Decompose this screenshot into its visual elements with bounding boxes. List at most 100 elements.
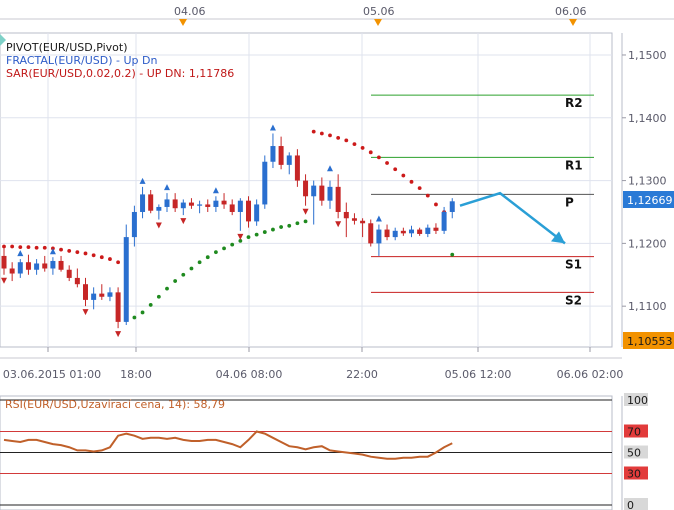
date-marker-icon[interactable]: [569, 19, 577, 26]
time-tick-label: 18:00: [120, 368, 152, 381]
candle-body: [343, 211, 349, 219]
price-tick-label: 1,1200: [628, 237, 667, 250]
price-tick-label: 1,1400: [628, 112, 667, 125]
candle-body: [303, 180, 309, 197]
pivot-label: S2: [565, 293, 582, 307]
candle-body: [50, 260, 56, 269]
fractal-up-icon: [327, 165, 333, 172]
current-price-label: 1,12669: [627, 194, 673, 207]
pivot-label: S1: [565, 258, 582, 272]
candle-body: [409, 229, 414, 234]
date-marker-icon[interactable]: [179, 19, 187, 26]
candle-body: [58, 260, 64, 270]
sar-up-dot: [450, 252, 455, 257]
fractal-up-icon: [269, 124, 276, 131]
candles: [1, 133, 455, 329]
fractal-up-icon: [49, 248, 56, 255]
sar-dn-dot: [26, 245, 31, 250]
fractal-dn-icon: [1, 277, 7, 284]
candle-body: [327, 186, 333, 201]
candle-body: [66, 269, 72, 278]
rsi-axis-box: [624, 466, 648, 480]
sar-dn-dot: [99, 255, 104, 260]
sar-up-dot: [156, 294, 161, 299]
sar-dn-dot: [91, 253, 96, 258]
fractal-dn-icon: [302, 208, 309, 215]
sar-dn-dot: [319, 131, 324, 136]
candle-body: [392, 230, 398, 238]
price-tick-label: 1,1300: [628, 175, 667, 188]
forecast-line: [459, 191, 566, 245]
rsi-legend: RSI(EUR/USD,Uzavírací cena, 14): 58,79: [5, 398, 225, 411]
candle-body: [335, 186, 341, 212]
time-tick-label: 03.06.2015 01:00: [3, 368, 101, 381]
candle-body: [262, 161, 268, 205]
top-date-label: 05.06: [363, 5, 395, 18]
price-grid: [0, 33, 612, 347]
candle-body: [131, 211, 137, 238]
candle-body: [42, 263, 48, 269]
top-date-strip: 04.06 05.06 06.06: [0, 5, 674, 26]
sar-dn-dot: [417, 186, 422, 191]
candle-body: [34, 263, 40, 270]
last-price-box: 1,10553: [623, 332, 674, 349]
candle-body: [376, 229, 382, 244]
sar-dn-dot: [42, 245, 47, 250]
price-ticks: 1,1500 1,1400 1,1300 1,1200 1,1100: [622, 49, 667, 313]
candle-body: [164, 199, 170, 207]
price-tick-label: 1,1500: [628, 49, 667, 62]
sar-dn-dot: [75, 250, 80, 255]
candle-body: [360, 220, 366, 224]
candle-body: [278, 146, 284, 165]
candle-body: [25, 262, 31, 270]
candle-body: [319, 185, 325, 201]
candle-body: [270, 146, 276, 162]
candle-body: [254, 204, 260, 222]
sar-dn-dot: [393, 167, 398, 172]
candle-body: [140, 194, 146, 212]
current-price-bg: [623, 191, 674, 208]
candle-body: [83, 284, 88, 300]
pivot-levels: R2 R1 P S1 S2: [371, 94, 594, 307]
legend-fractal: FRACTAL(EUR/USD) - Up Dn: [6, 54, 157, 67]
top-date-label: 04.06: [174, 5, 206, 18]
sar-up-dot: [230, 242, 235, 247]
rsi-axis-label: 100: [627, 394, 648, 407]
sar-up-dot: [148, 303, 153, 307]
last-price-bg: [623, 332, 674, 349]
candle-body: [99, 293, 105, 297]
sar-dn-dot: [425, 193, 430, 198]
candle-body: [294, 155, 300, 181]
panel-collapse-icon[interactable]: [0, 34, 6, 46]
sar-up-dot: [222, 246, 226, 251]
date-marker-icon[interactable]: [374, 19, 382, 26]
rsi-axis-box: [624, 445, 648, 459]
sar-dots: [2, 129, 455, 322]
candle-body: [311, 185, 317, 197]
rsi-axis-label: 0: [627, 499, 634, 510]
rsi-axis-label: 30: [627, 468, 641, 481]
sar-up-dot: [132, 315, 137, 320]
sar-dn-dot: [18, 245, 23, 250]
candle-body: [156, 206, 162, 211]
sar-dn-dot: [360, 146, 365, 150]
sar-dn-dot: [34, 245, 39, 250]
pivot-label: P: [565, 195, 574, 209]
candle-body: [107, 292, 113, 297]
candle-body: [433, 227, 439, 231]
candle-body: [237, 200, 243, 212]
sar-up-dot: [246, 235, 251, 240]
sar-up-dot: [205, 255, 210, 260]
sar-dn-dot: [59, 247, 63, 252]
sar-dn-dot: [108, 257, 112, 261]
sar-up-dot: [295, 221, 300, 226]
candle-body: [123, 237, 129, 322]
fractal-up-icon: [212, 187, 219, 194]
forecast-arrow: [459, 191, 566, 245]
legend-pivot: PIVOT(EUR/USD,Pivot): [6, 41, 128, 54]
sar-up-dot: [279, 225, 283, 229]
sar-dn-dot: [385, 161, 389, 165]
fractal-dn-icon: [180, 218, 187, 225]
candle-body: [384, 229, 390, 238]
